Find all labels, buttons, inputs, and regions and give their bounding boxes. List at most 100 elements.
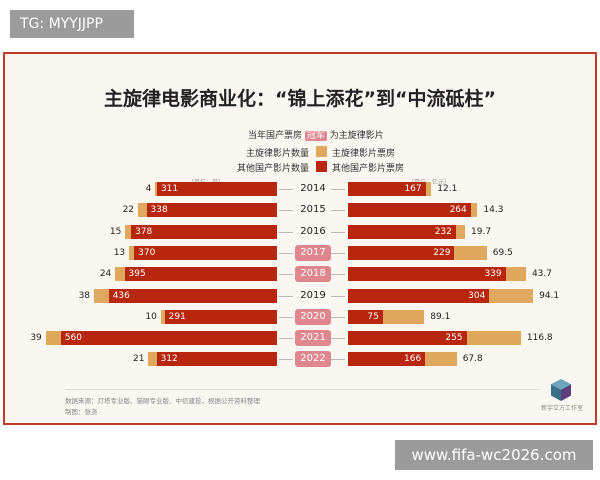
connector-line <box>279 210 293 212</box>
bar-other-box <box>348 288 490 303</box>
year-label: 2015 <box>300 204 326 216</box>
label-main-box: 67.8 <box>462 354 483 365</box>
chart-row: 395 24 2018 339 43.7 <box>5 266 599 283</box>
label-other-box: 304 <box>468 290 486 301</box>
chart-row: 436 38 2019 304 94.1 <box>5 288 599 305</box>
label-main-count: 21 <box>133 354 145 365</box>
label-other-box: 264 <box>449 205 467 216</box>
connector-line <box>331 359 345 361</box>
bar-main-count <box>94 288 109 303</box>
chart-row: 378 15 2016 232 19.7 <box>5 224 599 241</box>
year-label: 2022 <box>295 351 331 368</box>
bar-main-box <box>454 245 487 260</box>
bar-other-count <box>164 309 277 324</box>
chart-row: 291 10 2020 75 89.1 <box>5 308 599 326</box>
label-main-count: 24 <box>99 269 112 280</box>
bar-main-count <box>138 203 147 218</box>
legend-main-count: 主旋律影片数量 <box>245 149 309 159</box>
bar-other-count <box>156 182 277 196</box>
label-other-box: 167 <box>404 184 422 194</box>
label-main-box: 12.1 <box>437 184 458 194</box>
bar-main-count <box>115 267 125 282</box>
connector-line <box>331 231 345 233</box>
champion-badge: 冠军 <box>304 131 327 141</box>
footer-divider <box>65 389 540 390</box>
label-main-count: 38 <box>78 290 91 301</box>
label-other-count: 370 <box>138 247 156 258</box>
label-other-box: 339 <box>484 269 502 280</box>
bar-main-box <box>505 267 526 282</box>
legend-swatch-main <box>316 146 327 157</box>
bar-other-box <box>348 182 426 196</box>
year-label: 2017 <box>295 244 331 261</box>
bar-main-count <box>125 224 132 239</box>
chart-title: 主旋律电影商业化：“锦上添花”到“中流砥柱” <box>104 88 496 110</box>
legend-other-count: 其他国产影片数量 <box>236 164 309 174</box>
highlight-note-before: 当年国产票房 <box>248 131 303 141</box>
year-label: 2021 <box>295 330 331 347</box>
chart-row: 311 4 2014 167 12.1 <box>5 182 599 198</box>
connector-line <box>331 210 345 212</box>
legend-swatch-other <box>316 161 327 172</box>
brand-name: 新宇立方工作室 <box>541 405 584 412</box>
connector-line <box>331 189 345 190</box>
highlight-note-after: 为主旋律影片 <box>329 131 384 141</box>
label-main-box: 43.7 <box>531 269 552 280</box>
label-main-count: 4 <box>145 184 152 194</box>
year-label: 2018 <box>295 266 331 283</box>
label-main-box: 116.8 <box>526 333 553 344</box>
bar-other-box <box>348 309 383 324</box>
label-other-box: 255 <box>445 333 463 344</box>
bar-main-count <box>148 352 157 367</box>
bar-other-count <box>131 224 277 239</box>
legend-other-box: 其他国产影片票房 <box>332 164 405 174</box>
bar-main-count <box>160 309 165 324</box>
label-other-count: 436 <box>112 290 130 301</box>
label-main-count: 10 <box>145 311 157 322</box>
chart-row: 338 22 2015 264 14.3 <box>5 203 599 219</box>
bar-main-count <box>155 182 157 196</box>
label-main-box: 94.1 <box>539 290 560 301</box>
bar-main-box <box>382 309 425 324</box>
connector-line <box>331 295 345 297</box>
brand-logo-icon <box>551 379 571 401</box>
bar-main-box <box>425 182 432 196</box>
label-main-box: 19.7 <box>471 226 492 237</box>
bar-other-count <box>156 352 277 367</box>
label-other-count: 338 <box>150 205 168 216</box>
label-other-box: 166 <box>404 354 422 365</box>
label-other-count: 312 <box>160 354 178 365</box>
label-main-box: 14.3 <box>483 205 504 216</box>
bar-main-box <box>455 224 466 239</box>
bar-other-count <box>108 288 277 303</box>
connector-line <box>331 338 345 340</box>
label-main-count: 13 <box>113 247 126 258</box>
bar-other-box <box>348 331 467 346</box>
tag-label: TG: MYYJJPP <box>10 10 134 38</box>
bar-other-count <box>124 267 277 282</box>
bar-other-count <box>60 331 277 346</box>
chart-row: 312 21 2022 166 67.8 <box>5 351 599 368</box>
year-label: 2016 <box>300 225 326 237</box>
bar-other-count <box>146 203 277 218</box>
year-label: 2014 <box>300 183 326 194</box>
bar-main-box <box>466 331 521 346</box>
label-main-count: 15 <box>109 226 122 237</box>
label-main-count: 39 <box>30 333 42 344</box>
bar-main-count <box>45 331 61 346</box>
label-other-count: 378 <box>135 226 153 237</box>
bar-other-count <box>134 245 277 260</box>
highlight-note: 当年国产票房 冠军 为主旋律影片 <box>248 128 384 141</box>
label-main-box: 69.5 <box>492 247 513 258</box>
label-other-count: 395 <box>128 269 146 280</box>
label-other-count: 560 <box>64 333 83 344</box>
label-other-box: 229 <box>433 247 451 258</box>
label-other-box: 232 <box>434 226 452 237</box>
infographic-card: 主旋律电影商业化：“锦上添花”到“中流砥柱” 当年国产票房 冠军 为主旋律影片 … <box>3 52 597 425</box>
bar-other-box <box>348 352 426 367</box>
connector-line <box>331 252 345 254</box>
chart-row: 370 13 2017 229 69.5 <box>5 244 599 262</box>
source-note: 数据来源：灯塔专业版、猫眼专业版、中信建投，根据公开资料整理 <box>65 397 260 405</box>
connector-line <box>279 316 293 318</box>
connector-line <box>331 316 345 318</box>
